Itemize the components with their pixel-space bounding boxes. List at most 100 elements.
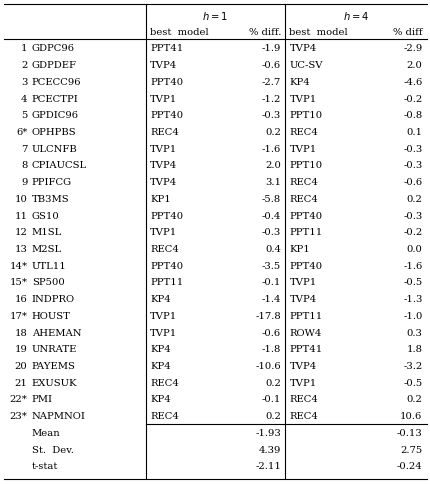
Text: TVP1: TVP1	[150, 144, 177, 153]
Text: TVP1: TVP1	[289, 278, 316, 287]
Text: -1.2: -1.2	[261, 94, 280, 103]
Text: 19: 19	[15, 345, 28, 353]
Text: -0.24: -0.24	[396, 461, 421, 470]
Text: PPT10: PPT10	[289, 161, 322, 170]
Text: 2.75: 2.75	[399, 445, 421, 454]
Text: ROW4: ROW4	[289, 328, 321, 337]
Text: PPT11: PPT11	[289, 228, 322, 237]
Text: PPT11: PPT11	[150, 278, 183, 287]
Text: GS10: GS10	[32, 211, 59, 220]
Text: -3.2: -3.2	[402, 361, 421, 370]
Text: best  model: best model	[150, 28, 208, 37]
Text: TVP4: TVP4	[150, 161, 177, 170]
Text: 10.6: 10.6	[399, 411, 421, 420]
Text: -0.13: -0.13	[396, 428, 421, 437]
Text: NAPMNOI: NAPMNOI	[32, 411, 86, 420]
Text: -1.0: -1.0	[402, 311, 421, 320]
Text: 0.2: 0.2	[405, 195, 421, 203]
Text: 2: 2	[21, 61, 28, 70]
Text: 22*: 22*	[9, 394, 28, 404]
Text: UNRATE: UNRATE	[32, 345, 77, 353]
Text: 4.39: 4.39	[258, 445, 280, 454]
Text: -0.5: -0.5	[402, 378, 421, 387]
Text: ULCNFB: ULCNFB	[32, 144, 77, 153]
Text: TVP1: TVP1	[289, 94, 316, 103]
Text: PPT40: PPT40	[289, 211, 322, 220]
Text: TVP4: TVP4	[289, 44, 316, 53]
Text: 0.3: 0.3	[405, 328, 421, 337]
Text: TB3MS: TB3MS	[32, 195, 69, 203]
Text: 11: 11	[15, 211, 28, 220]
Text: -0.1: -0.1	[261, 394, 280, 404]
Text: PCECTPI: PCECTPI	[32, 94, 78, 103]
Text: TVP1: TVP1	[289, 378, 316, 387]
Text: UTL11: UTL11	[32, 261, 66, 270]
Text: $h = 4$: $h = 4$	[342, 10, 368, 21]
Text: INDPRO: INDPRO	[32, 294, 75, 303]
Text: PPT10: PPT10	[289, 111, 322, 120]
Text: 13: 13	[15, 244, 28, 254]
Text: PPT40: PPT40	[150, 77, 183, 87]
Text: Mean: Mean	[32, 428, 60, 437]
Text: 3.1: 3.1	[264, 178, 280, 187]
Text: KP4: KP4	[289, 77, 310, 87]
Text: 0.2: 0.2	[264, 378, 280, 387]
Text: PMI: PMI	[32, 394, 52, 404]
Text: REC4: REC4	[289, 394, 317, 404]
Text: KP1: KP1	[150, 195, 170, 203]
Text: REC4: REC4	[150, 244, 178, 254]
Text: % diff.: % diff.	[248, 28, 280, 37]
Text: 21: 21	[15, 378, 28, 387]
Text: PAYEMS: PAYEMS	[32, 361, 75, 370]
Text: PPT40: PPT40	[150, 211, 183, 220]
Text: -2.11: -2.11	[255, 461, 280, 470]
Text: PPT41: PPT41	[289, 345, 322, 353]
Text: TVP4: TVP4	[289, 361, 316, 370]
Text: 14*: 14*	[9, 261, 28, 270]
Text: KP4: KP4	[150, 294, 170, 303]
Text: -0.3: -0.3	[402, 211, 421, 220]
Text: TVP1: TVP1	[150, 94, 177, 103]
Text: M1SL: M1SL	[32, 228, 62, 237]
Text: PPIFCG: PPIFCG	[32, 178, 72, 187]
Text: KP4: KP4	[150, 345, 170, 353]
Text: 0.1: 0.1	[405, 128, 421, 136]
Text: -0.3: -0.3	[402, 161, 421, 170]
Text: 0.2: 0.2	[264, 128, 280, 136]
Text: HOUST: HOUST	[32, 311, 71, 320]
Text: 1.8: 1.8	[405, 345, 421, 353]
Text: TVP1: TVP1	[150, 311, 177, 320]
Text: -0.6: -0.6	[261, 61, 280, 70]
Text: GDPC96: GDPC96	[32, 44, 74, 53]
Text: REC4: REC4	[289, 178, 317, 187]
Text: 1: 1	[21, 44, 28, 53]
Text: -1.93: -1.93	[255, 428, 280, 437]
Text: -2.7: -2.7	[261, 77, 280, 87]
Text: 0.2: 0.2	[264, 411, 280, 420]
Text: TVP1: TVP1	[150, 228, 177, 237]
Text: -17.8: -17.8	[255, 311, 280, 320]
Text: 17*: 17*	[9, 311, 28, 320]
Text: AHEMAN: AHEMAN	[32, 328, 81, 337]
Text: REC4: REC4	[150, 411, 178, 420]
Text: -0.3: -0.3	[261, 111, 280, 120]
Text: PPT40: PPT40	[289, 261, 322, 270]
Text: -1.8: -1.8	[261, 345, 280, 353]
Text: -2.9: -2.9	[402, 44, 421, 53]
Text: -0.2: -0.2	[402, 228, 421, 237]
Text: 3: 3	[21, 77, 28, 87]
Text: PPT11: PPT11	[289, 311, 322, 320]
Text: GPDIC96: GPDIC96	[32, 111, 79, 120]
Text: 12: 12	[15, 228, 28, 237]
Text: UC-SV: UC-SV	[289, 61, 322, 70]
Text: GDPDEF: GDPDEF	[32, 61, 77, 70]
Text: St.  Dev.: St. Dev.	[32, 445, 74, 454]
Text: 7: 7	[21, 144, 28, 153]
Text: TVP4: TVP4	[150, 178, 177, 187]
Text: TVP4: TVP4	[289, 294, 316, 303]
Text: -1.9: -1.9	[261, 44, 280, 53]
Text: 6*: 6*	[16, 128, 28, 136]
Text: best  model: best model	[289, 28, 347, 37]
Text: 5: 5	[21, 111, 28, 120]
Text: TVP4: TVP4	[150, 61, 177, 70]
